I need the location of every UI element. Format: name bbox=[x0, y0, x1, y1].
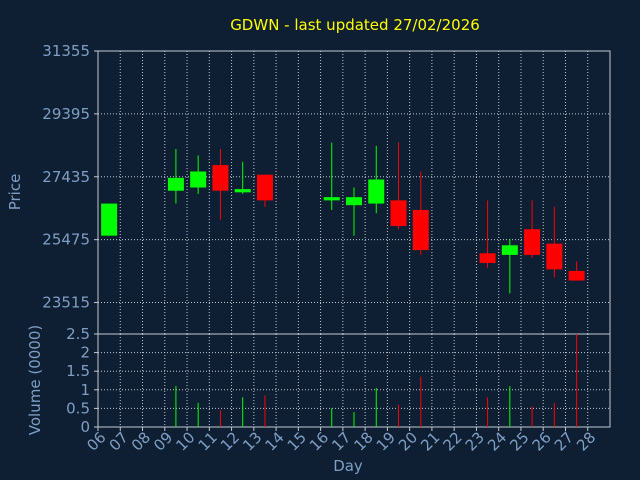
price-axis-label: Price bbox=[6, 174, 24, 211]
candle-body bbox=[167, 177, 184, 191]
chart-title: GDWN - last updated 27/02/2026 bbox=[230, 16, 480, 34]
candle-body bbox=[524, 229, 541, 255]
candle-body bbox=[234, 189, 251, 193]
x-tick-label: 28 bbox=[573, 428, 599, 454]
volume-bars bbox=[175, 334, 578, 427]
volume-tick-label: 2.5 bbox=[66, 325, 90, 343]
volume-tick-labels: 00.511.522.5 bbox=[66, 325, 98, 436]
candle-body bbox=[256, 174, 273, 201]
volume-tick-label: 1 bbox=[80, 381, 90, 399]
candle-body bbox=[412, 209, 429, 251]
candle-body bbox=[101, 203, 118, 236]
price-tick-labels: 23515 25475 27435 29395 31355 bbox=[42, 42, 98, 312]
candle-body bbox=[212, 165, 229, 191]
price-tick-label: 31355 bbox=[42, 42, 90, 60]
price-tick-label: 29395 bbox=[42, 105, 90, 123]
candle-body bbox=[323, 197, 340, 201]
volume-tick-label: 0.5 bbox=[66, 399, 90, 417]
candle-body bbox=[501, 245, 518, 255]
candle-body bbox=[190, 171, 207, 188]
candle-body bbox=[346, 197, 362, 206]
candle-body bbox=[390, 200, 407, 227]
candle-body bbox=[568, 270, 585, 281]
volume-tick-label: 1.5 bbox=[66, 362, 90, 380]
price-tick-label: 27435 bbox=[42, 168, 90, 186]
x-axis-label: Day bbox=[333, 457, 363, 475]
candle-body bbox=[546, 243, 563, 270]
volume-panel bbox=[97, 333, 611, 428]
volume-tick-label: 0 bbox=[80, 418, 90, 436]
x-tick-labels: 0607080910111213141516171819202122232425… bbox=[83, 427, 599, 455]
price-tick-label: 25475 bbox=[42, 231, 90, 249]
volume-axis-label: Volume (0000) bbox=[26, 325, 44, 435]
candles bbox=[101, 142, 585, 294]
price-tick-label: 23515 bbox=[42, 294, 90, 312]
candle-body bbox=[479, 253, 496, 263]
candle-body bbox=[368, 179, 385, 204]
volume-tick-label: 2 bbox=[80, 344, 90, 362]
volume-grid bbox=[98, 334, 610, 427]
